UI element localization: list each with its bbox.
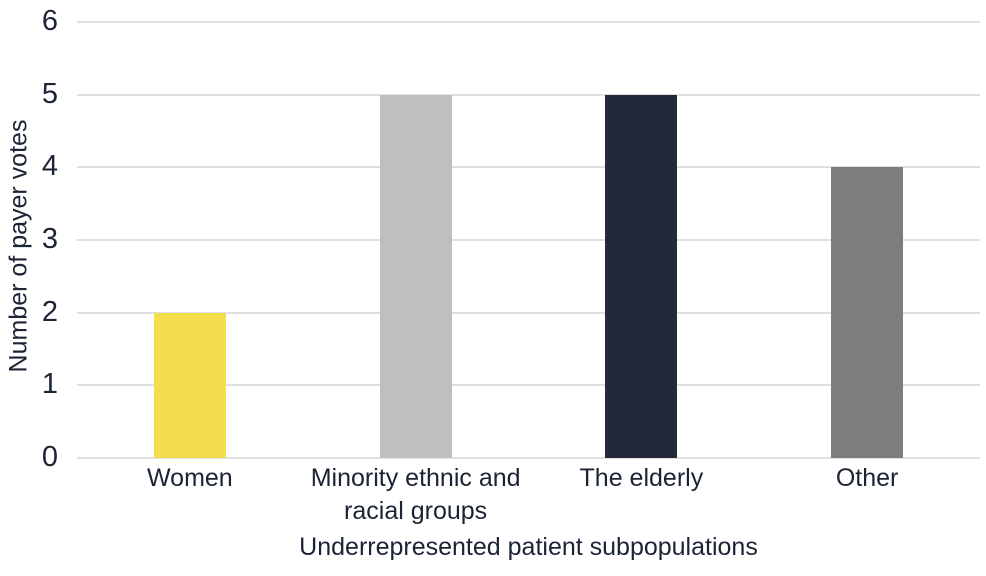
x-tick-label-the-elderly: The elderly xyxy=(579,464,704,492)
bar-the-elderly xyxy=(605,94,678,458)
gridline-y1 xyxy=(77,384,980,387)
plot-area xyxy=(77,21,980,459)
gridline-y6 xyxy=(77,21,980,23)
x-tick-label-women: Women xyxy=(147,464,233,492)
x-axis-title: Underrepresented patient subpopulations xyxy=(299,533,758,561)
bar-women xyxy=(153,312,226,458)
bar-other xyxy=(831,167,904,458)
gridline-y0 xyxy=(77,457,980,459)
y-tick-label-4: 4 xyxy=(41,150,58,183)
x-tick-label-other: Other xyxy=(835,464,899,492)
y-tick-label-5: 5 xyxy=(41,77,58,110)
gridline-y5 xyxy=(77,93,980,96)
gridline-y4 xyxy=(77,166,980,169)
gridline-y3 xyxy=(77,239,980,241)
gridline-y2 xyxy=(77,311,980,314)
x-tick-label-minority-ethnic-and-racial-groups: Minority ethnic and racial groups xyxy=(310,464,521,525)
y-tick-label-6: 6 xyxy=(41,4,58,37)
y-tick-label-2: 2 xyxy=(41,295,58,328)
bar-minority-ethnic-and-racial-groups xyxy=(379,94,452,458)
y-tick-label-0: 0 xyxy=(41,440,58,473)
y-tick-label-3: 3 xyxy=(41,222,58,255)
y-tick-label-1: 1 xyxy=(41,368,58,401)
